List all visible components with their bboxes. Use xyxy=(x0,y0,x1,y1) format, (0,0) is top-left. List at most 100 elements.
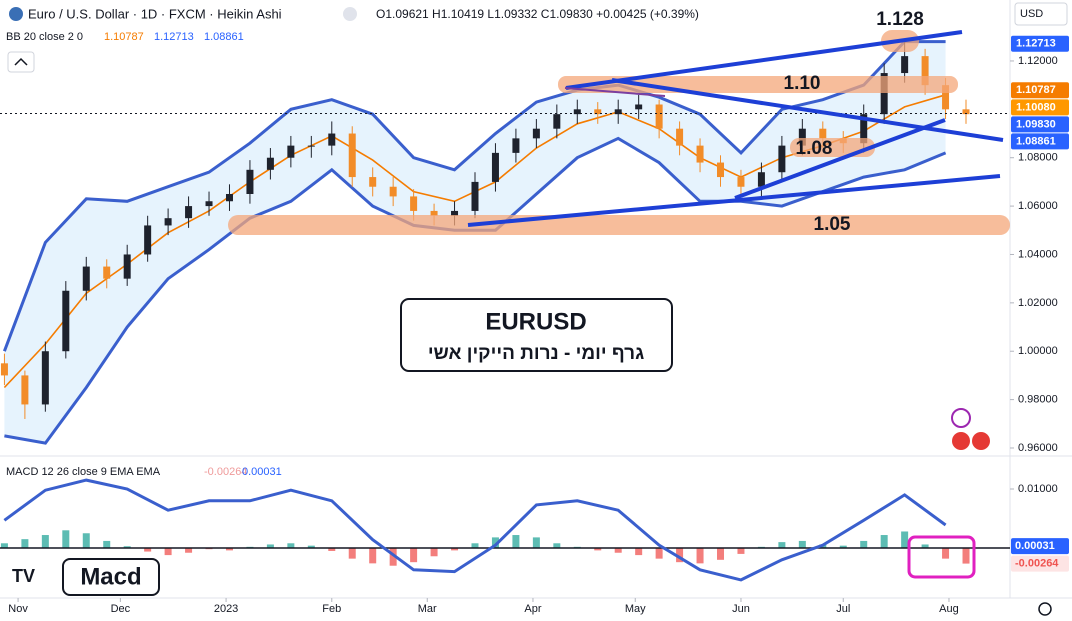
candle-body xyxy=(655,104,663,129)
currency-button[interactable] xyxy=(1014,2,1068,26)
macd-tag-box xyxy=(62,558,160,596)
histogram-bar xyxy=(860,540,868,549)
histogram-bar xyxy=(62,530,70,549)
histogram-bar xyxy=(921,544,929,549)
histogram-bar xyxy=(307,545,315,549)
histogram-bar xyxy=(410,548,418,563)
x-tick-label: Apr xyxy=(524,603,541,615)
x-tick-label: Feb xyxy=(322,603,341,615)
candle-body xyxy=(696,145,704,163)
collapse-button[interactable] xyxy=(7,51,35,73)
histogram-bar xyxy=(778,542,786,549)
histogram-bar xyxy=(287,543,295,549)
eye-icon[interactable] xyxy=(343,7,357,21)
histogram-bar xyxy=(21,539,29,549)
logo: TV xyxy=(12,566,35,586)
zone-105 xyxy=(228,215,1010,235)
annotation: 1.08 xyxy=(796,138,833,159)
histogram-bar xyxy=(144,548,152,552)
annotation: 1.128 xyxy=(876,9,924,30)
histogram-bar xyxy=(676,548,684,563)
histogram-bar xyxy=(614,548,622,553)
histogram-bar xyxy=(512,535,520,549)
event-icon[interactable] xyxy=(951,408,971,428)
caption-box xyxy=(400,298,673,372)
histogram-bar xyxy=(225,548,233,551)
histogram-bar xyxy=(717,548,725,560)
candle-body xyxy=(348,133,356,178)
trendline xyxy=(611,78,1004,142)
candle-body xyxy=(123,254,131,279)
price-badge-label: 1.12713 xyxy=(1016,38,1056,50)
trendline xyxy=(467,174,1001,227)
histogram-bar xyxy=(655,548,663,559)
price-badge xyxy=(1011,116,1069,133)
caption-subtitle: גרף יומי - נרות הייקין אשי xyxy=(428,343,644,364)
histogram-bar xyxy=(942,548,950,559)
y-tick-label: 1.12000 xyxy=(1018,55,1058,67)
candle-body xyxy=(246,169,254,194)
histogram-bar xyxy=(348,548,356,559)
histogram-bar xyxy=(123,546,131,549)
x-tick-label: May xyxy=(625,603,646,615)
candle-body xyxy=(82,266,90,291)
annotation: 1.05 xyxy=(814,214,851,235)
candle-body xyxy=(512,138,520,153)
candle-body xyxy=(942,85,950,110)
candle-body xyxy=(798,128,806,146)
indicator-value: 1.10787 xyxy=(104,31,144,43)
flag-icon[interactable] xyxy=(952,432,970,450)
histogram-bar xyxy=(737,548,745,554)
price-badge-label: 1.10080 xyxy=(1016,101,1056,113)
candle-body xyxy=(717,162,725,178)
x-tick-label: Jun xyxy=(732,603,750,615)
symbol-icon xyxy=(9,7,23,21)
macd-value: -0.00264 xyxy=(204,466,247,478)
y-tick-label: 1.00000 xyxy=(1018,345,1058,357)
histogram-bar xyxy=(635,548,643,556)
x-tick-label: 2023 xyxy=(214,603,238,615)
flag-icon[interactable] xyxy=(972,432,990,450)
candle-body xyxy=(880,73,888,115)
settings-icon[interactable] xyxy=(1038,602,1052,616)
indicator-value: 1.08861 xyxy=(204,31,244,43)
indicator: BB 20 close 2 0 xyxy=(6,31,83,43)
histogram-bar xyxy=(266,544,274,549)
histogram-bar xyxy=(594,548,602,551)
trendline xyxy=(734,118,946,200)
macd-badge xyxy=(1011,555,1069,572)
candle-body xyxy=(737,177,745,187)
candle-body xyxy=(614,109,622,115)
price-badge xyxy=(1011,133,1069,150)
histogram-bar xyxy=(0,543,8,549)
candle-body xyxy=(901,56,909,74)
histogram-bar xyxy=(82,533,90,549)
band-fill xyxy=(4,41,946,444)
histogram-bar xyxy=(880,535,888,549)
price-badge-label: 1.10787 xyxy=(1016,84,1056,96)
candle-body xyxy=(0,363,8,376)
currency: USD xyxy=(1020,8,1043,20)
indicator-value: 1.12713 xyxy=(154,31,194,43)
annotation: 1.10 xyxy=(784,73,821,94)
candle-body xyxy=(225,193,233,202)
candle-body xyxy=(635,104,643,110)
collapse-icon xyxy=(14,57,28,66)
histogram-bar xyxy=(369,548,377,564)
histogram-bar xyxy=(451,548,459,551)
candle-body xyxy=(389,186,397,197)
ohlc: O1.09621 H1.10419 L1.09332 C1.09830 +0.0… xyxy=(376,7,699,21)
macd-line xyxy=(3,478,947,582)
y-tick-label: 0.98000 xyxy=(1018,394,1058,406)
candle-body xyxy=(287,145,295,158)
candle-body xyxy=(430,210,438,216)
candle-body xyxy=(860,114,868,144)
symbol-title: Euro / U.S. Dollar · 1D · FXCM · Heikin … xyxy=(28,6,282,21)
macd-badge-label: 0.00031 xyxy=(1015,540,1055,552)
candle-body xyxy=(962,109,970,115)
candle-body xyxy=(553,114,561,129)
histogram-bar xyxy=(839,545,847,549)
macd-value: 0.00031 xyxy=(242,466,282,478)
highlight-box xyxy=(907,535,976,579)
candle-body xyxy=(185,206,193,219)
